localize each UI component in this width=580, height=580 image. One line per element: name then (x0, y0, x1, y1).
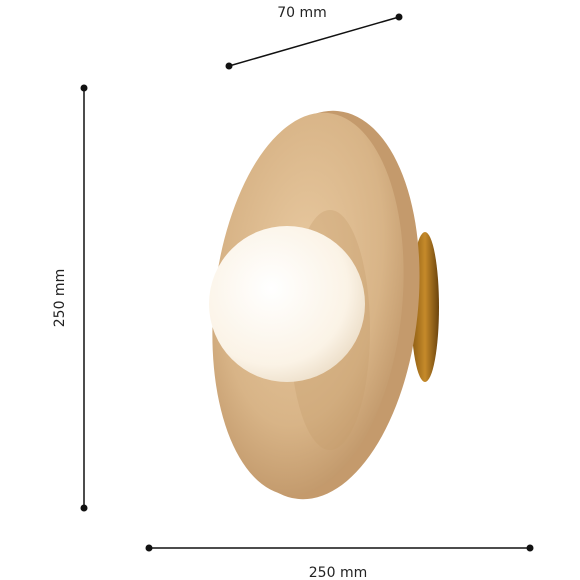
dimension-end (225, 62, 233, 70)
dimension-line (228, 16, 400, 67)
height-dimension: 250 mm (52, 84, 88, 512)
width-dimension: 250 mm (145, 544, 534, 580)
dimension-end (80, 84, 88, 92)
dimension-end (395, 13, 403, 21)
depth-label: 70 mm (277, 5, 327, 21)
glass-globe (209, 226, 365, 382)
dimension-end (145, 544, 153, 552)
depth-dimension: 70 mm (225, 5, 403, 70)
dimension-end (526, 544, 534, 552)
wall-lamp (209, 110, 439, 500)
width-label: 250 mm (309, 565, 367, 580)
dimension-end (80, 504, 88, 512)
height-label: 250 mm (52, 269, 68, 327)
